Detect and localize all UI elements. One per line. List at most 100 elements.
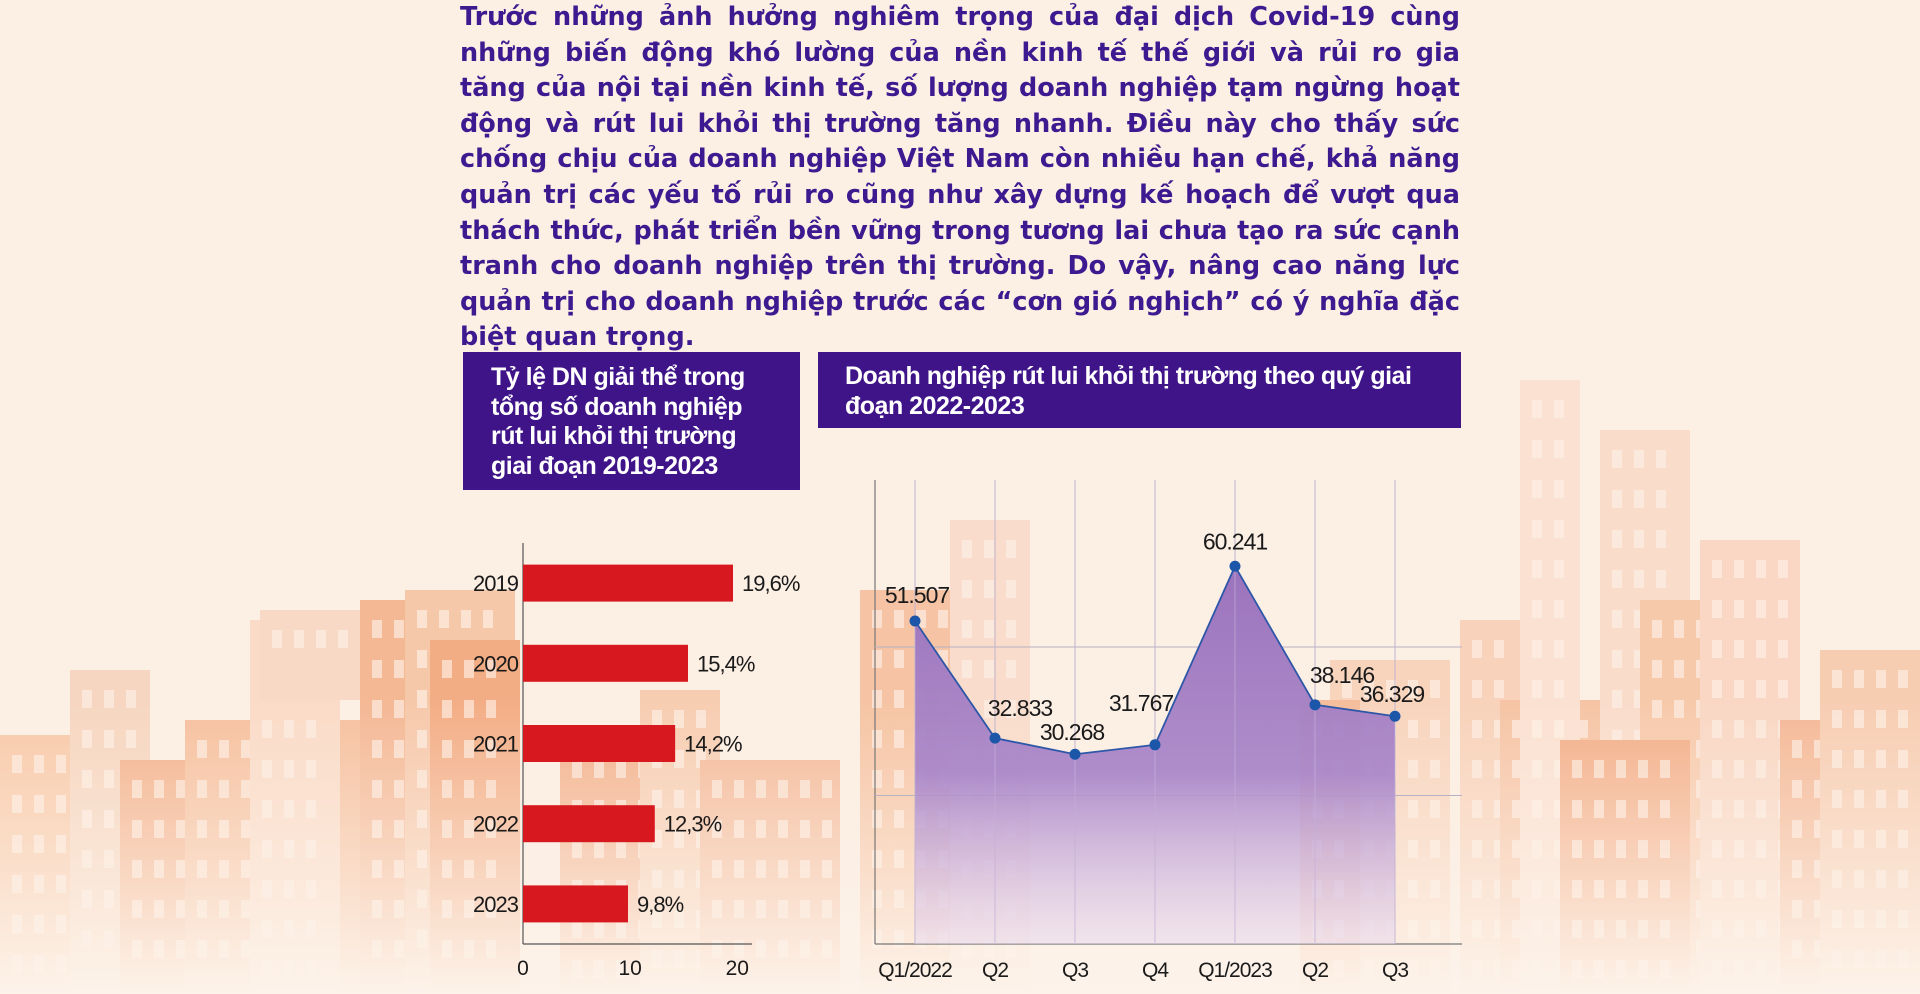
data-label: 38.146 [1310, 662, 1375, 688]
building-window [1634, 450, 1644, 468]
data-label: 19,6% [742, 571, 800, 596]
x-tick-label: Q3 [1062, 959, 1088, 982]
building-window [1532, 520, 1542, 538]
building-window [1734, 680, 1744, 698]
building-window [272, 630, 282, 648]
building-window [417, 650, 427, 668]
building-window [1898, 670, 1908, 688]
building-window [1734, 600, 1744, 618]
building-window [338, 630, 348, 648]
building-window [1554, 480, 1564, 498]
building-window [1494, 680, 1504, 698]
building-window [1612, 450, 1622, 468]
data-label: 51.507 [885, 582, 950, 608]
building-window [1342, 680, 1352, 698]
building-window [126, 690, 136, 708]
building-window [1006, 540, 1016, 558]
x-tick-label: 20 [726, 957, 749, 980]
building-window [1532, 680, 1542, 698]
building-window [1712, 680, 1722, 698]
building-window [1778, 680, 1788, 698]
bar [523, 725, 676, 762]
building-window [1712, 560, 1722, 578]
building-window [1778, 640, 1788, 658]
category-label: 2023 [473, 892, 519, 917]
building-window [417, 610, 427, 628]
building-window [1734, 560, 1744, 578]
building-window [1674, 620, 1684, 638]
building-window [1656, 450, 1666, 468]
data-point [909, 615, 921, 627]
building-window [1612, 690, 1622, 708]
building-window [1554, 520, 1564, 538]
building-window [938, 650, 948, 668]
building-window [1554, 560, 1564, 578]
building-window [486, 660, 496, 678]
building-window [1532, 440, 1542, 458]
data-label: 60.241 [1203, 528, 1268, 554]
building-window [1652, 620, 1662, 638]
building-window [1656, 490, 1666, 508]
building-window [1554, 400, 1564, 418]
bar-chart-title: Tỷ lệ DN giải thể trong tổng số doanh ng… [463, 352, 800, 490]
building-window [1006, 660, 1016, 678]
building-window [894, 610, 904, 628]
building-window [938, 610, 948, 628]
data-label: 30.268 [1040, 719, 1105, 745]
building-window [1554, 640, 1564, 658]
data-label: 14,2% [684, 732, 742, 757]
building-window [1712, 600, 1722, 618]
building-window [962, 580, 972, 598]
bar [523, 644, 688, 682]
x-tick-label: Q2 [982, 959, 1008, 982]
building-window [294, 630, 304, 648]
building-window [1778, 600, 1788, 618]
data-point [1069, 748, 1081, 760]
building-window [461, 610, 471, 628]
building-window [394, 660, 404, 678]
building-window [1778, 560, 1788, 578]
building-window [1656, 530, 1666, 548]
building-window [394, 620, 404, 638]
category-label: 2022 [473, 812, 519, 837]
data-label: 9,8% [637, 892, 684, 917]
building-window [1634, 690, 1644, 708]
data-point [1149, 739, 1161, 751]
building-window [872, 690, 882, 708]
building-window [894, 650, 904, 668]
x-tick-label: Q2 [1302, 959, 1328, 982]
building-window [1494, 640, 1504, 658]
building-window [1612, 490, 1622, 508]
building-window [316, 630, 326, 648]
building-window [464, 660, 474, 678]
category-label: 2020 [473, 651, 519, 676]
building-window [984, 620, 994, 638]
area-chart-title: Doanh nghiệp rút lui khỏi thị trường the… [818, 352, 1461, 428]
building-window [1756, 600, 1766, 618]
category-label: 2021 [473, 732, 519, 757]
building-window [1408, 680, 1418, 698]
building-window [372, 620, 382, 638]
building-window [984, 580, 994, 598]
building-window [1006, 580, 1016, 598]
data-label: 36.329 [1360, 681, 1425, 707]
building-window [1554, 600, 1564, 618]
building-window [1634, 490, 1644, 508]
building-window [1554, 440, 1564, 458]
building-window [1634, 610, 1644, 628]
building-window [1532, 480, 1542, 498]
building-window [1674, 660, 1684, 678]
building-window [894, 690, 904, 708]
background-building [260, 610, 370, 700]
data-point [1389, 710, 1401, 722]
building-window [962, 540, 972, 558]
data-label: 12,3% [664, 812, 722, 837]
building-window [1656, 570, 1666, 588]
x-tick-label: Q1/2023 [1198, 959, 1272, 982]
building-window [1386, 680, 1396, 698]
data-point [1229, 560, 1241, 572]
x-tick-label: 0 [517, 957, 529, 980]
building-window [962, 620, 972, 638]
building-window [439, 610, 449, 628]
